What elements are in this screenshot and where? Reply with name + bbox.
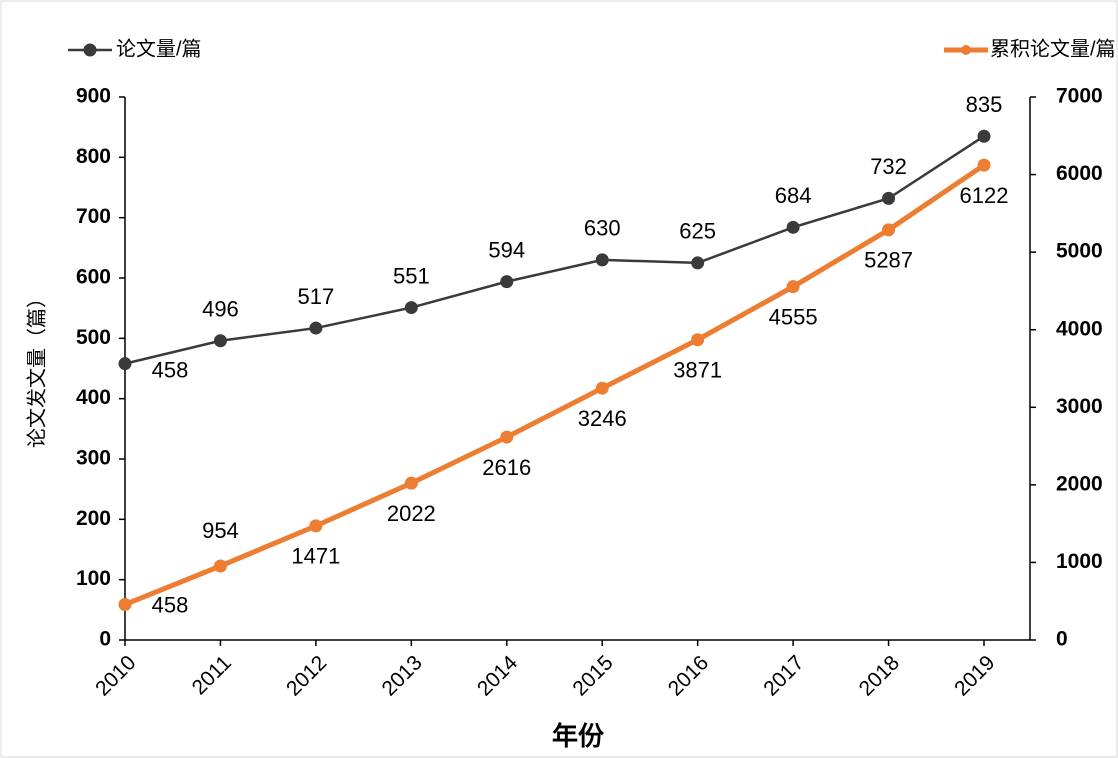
y2-tick-label: 7000 <box>1056 85 1103 108</box>
y-tick-label: 0 <box>99 628 111 651</box>
point <box>595 253 609 267</box>
point <box>977 158 991 172</box>
point <box>595 381 609 395</box>
y-tick-label: 600 <box>76 266 111 289</box>
y2-tick-label: 2000 <box>1056 472 1103 495</box>
y-tick-label: 900 <box>76 85 111 108</box>
point <box>691 333 705 347</box>
point <box>404 476 418 490</box>
data-label: 2616 <box>482 455 531 480</box>
y-tick-label: 400 <box>76 386 111 409</box>
data-label: 630 <box>584 216 621 241</box>
point <box>213 559 227 573</box>
point <box>882 191 896 205</box>
data-label: 1471 <box>291 544 340 569</box>
y-tick-label: 100 <box>76 567 111 590</box>
data-label: 625 <box>679 219 716 244</box>
y-tick-label: 500 <box>76 326 111 349</box>
y-tick-label: 700 <box>76 205 111 228</box>
data-label: 496 <box>202 297 239 322</box>
point <box>118 597 132 611</box>
data-label: 6122 <box>960 183 1009 208</box>
data-label: 551 <box>393 263 430 288</box>
data-label: 4555 <box>769 304 818 329</box>
data-label: 3246 <box>578 406 627 431</box>
point <box>213 334 227 348</box>
data-label: 594 <box>488 237 525 262</box>
series-line <box>124 135 985 365</box>
data-label: 954 <box>202 518 239 543</box>
y2-tick-label: 6000 <box>1056 162 1103 185</box>
data-label: 5287 <box>864 248 913 273</box>
data-label: 517 <box>298 284 335 309</box>
data-label: 835 <box>966 92 1003 117</box>
point <box>786 220 800 234</box>
data-label: 3871 <box>673 358 722 383</box>
point <box>786 280 800 294</box>
data-label: 732 <box>870 154 907 179</box>
legend-marker <box>961 45 971 55</box>
y2-tick-label: 5000 <box>1056 240 1103 263</box>
point <box>500 430 514 444</box>
x-axis-label: 年份 <box>552 721 604 751</box>
data-label: 2022 <box>387 501 436 526</box>
point <box>404 301 418 315</box>
point <box>309 519 323 533</box>
y-axis-label: 论文发文量（篇） <box>25 288 48 448</box>
legend-marker <box>83 43 97 57</box>
y2-tick-label: 4000 <box>1056 317 1103 340</box>
y2-tick-label: 3000 <box>1056 395 1103 418</box>
y2-tick-label: 0 <box>1056 628 1068 651</box>
point <box>500 275 514 289</box>
point <box>882 223 896 237</box>
y-tick-label: 800 <box>76 145 111 168</box>
y-tick-label: 300 <box>76 447 111 470</box>
data-label: 684 <box>775 183 812 208</box>
data-label: 458 <box>152 357 189 382</box>
legend-label: 论文量/篇 <box>116 37 202 60</box>
legend-label: 累积论文量/篇 <box>990 37 1116 60</box>
data-label: 458 <box>152 592 189 617</box>
y2-tick-label: 1000 <box>1056 550 1103 573</box>
point <box>977 129 991 143</box>
point <box>309 321 323 335</box>
series-line <box>124 163 986 607</box>
point <box>118 357 132 371</box>
point <box>691 256 705 270</box>
y-tick-label: 200 <box>76 507 111 530</box>
